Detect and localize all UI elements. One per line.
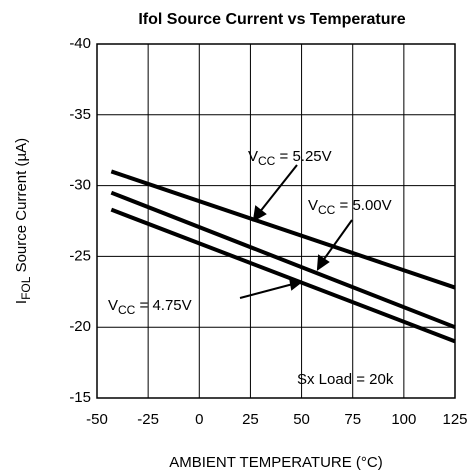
y-tick-label: -25 bbox=[69, 247, 91, 264]
arrows bbox=[239, 164, 353, 299]
y-title-sub: FOL bbox=[19, 276, 33, 300]
series-line bbox=[110, 207, 456, 344]
y-tick-label: -20 bbox=[69, 318, 91, 335]
x-tick-label: 125 bbox=[442, 411, 467, 428]
annotation: Sx Load = 20k bbox=[297, 371, 394, 388]
label-sub: CC bbox=[258, 154, 276, 168]
x-tick-label: -50 bbox=[86, 411, 108, 428]
arrow bbox=[258, 164, 298, 214]
x-tick-label: 75 bbox=[344, 411, 361, 428]
label-part: = 4.75V bbox=[135, 297, 191, 314]
series-label: VCC = 4.75V bbox=[108, 297, 192, 317]
arrow-head bbox=[252, 205, 267, 222]
y-title-part: Source Current (µA) bbox=[13, 138, 30, 277]
x-tick-label: 25 bbox=[242, 411, 259, 428]
x-tick-label: 50 bbox=[293, 411, 310, 428]
chart-title: Ifol Source Current vs Temperature bbox=[138, 11, 405, 28]
label-part: V bbox=[308, 197, 318, 214]
y-tick-label: -15 bbox=[69, 389, 91, 406]
y-tick-label: -40 bbox=[69, 35, 91, 52]
y-tick-label: -30 bbox=[69, 177, 91, 194]
series-label: VCC = 5.00V bbox=[308, 197, 392, 217]
series-line bbox=[110, 190, 456, 330]
y-axis-title: IFOL Source Current (µA) bbox=[13, 138, 33, 304]
label-part: V bbox=[248, 148, 258, 165]
x-tick-label: 100 bbox=[391, 411, 416, 428]
label-part: V bbox=[108, 297, 118, 314]
x-tick-label: 0 bbox=[195, 411, 203, 428]
x-axis-title: AMBIENT TEMPERATURE (°C) bbox=[169, 454, 383, 471]
y-tick-label: -35 bbox=[69, 106, 91, 123]
label-sub: CC bbox=[318, 203, 336, 217]
arrow bbox=[321, 219, 353, 263]
label-part: = 5.00V bbox=[335, 197, 391, 214]
series-label: VCC = 5.25V bbox=[248, 148, 332, 168]
arrow-head bbox=[316, 254, 330, 272]
label-part: = 5.25V bbox=[275, 148, 331, 165]
x-tick-label: -25 bbox=[137, 411, 159, 428]
plot-frame bbox=[96, 43, 456, 399]
series-line bbox=[110, 169, 456, 290]
y-title-part: I bbox=[13, 300, 30, 304]
label-sub: CC bbox=[118, 303, 136, 317]
arrow bbox=[239, 283, 294, 299]
